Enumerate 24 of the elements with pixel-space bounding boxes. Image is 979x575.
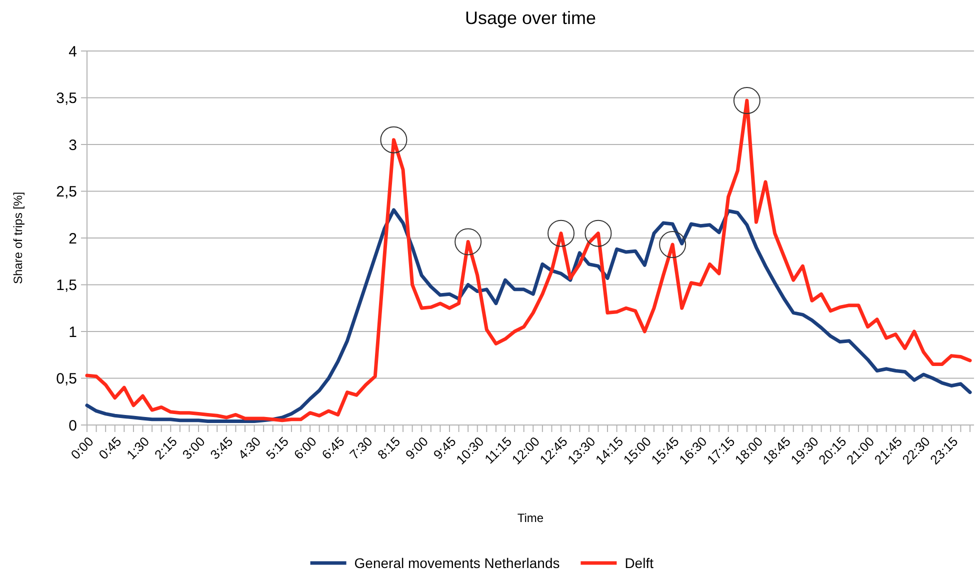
- legend-label: General movements Netherlands: [354, 554, 560, 571]
- x-tick-label: 7:30: [346, 434, 376, 462]
- y-tick-label: 0,5: [56, 370, 77, 388]
- y-tick-label: 4: [68, 43, 77, 60]
- y-tick-label: 1: [68, 324, 77, 341]
- y-tick-label: 1,5: [56, 277, 77, 294]
- x-axis-title: Time: [517, 511, 544, 525]
- x-tick-label: 1:30: [124, 434, 152, 462]
- legend-label: Delft: [624, 554, 654, 571]
- x-tick-label: 6:45: [318, 434, 348, 462]
- y-tick-label: 3,5: [56, 90, 77, 107]
- y-tick-label: 0: [68, 417, 77, 434]
- x-tick-label: 9:00: [402, 434, 431, 462]
- x-tick-label: 3:00: [179, 434, 208, 462]
- chart-title: Usage over time: [464, 8, 596, 28]
- y-tick-label: 2,5: [56, 184, 77, 200]
- x-tick-label: 0:45: [96, 434, 124, 462]
- x-tick-label: 4:30: [235, 434, 264, 462]
- x-tick-label: 0:00: [68, 434, 96, 462]
- y-tick-label: 2: [68, 230, 77, 248]
- y-axis-title: Share of trips [%]: [11, 192, 25, 284]
- y-tick-label: 3: [68, 136, 77, 154]
- line-series: [85, 208, 972, 424]
- x-tick-label: 6:00: [290, 434, 320, 462]
